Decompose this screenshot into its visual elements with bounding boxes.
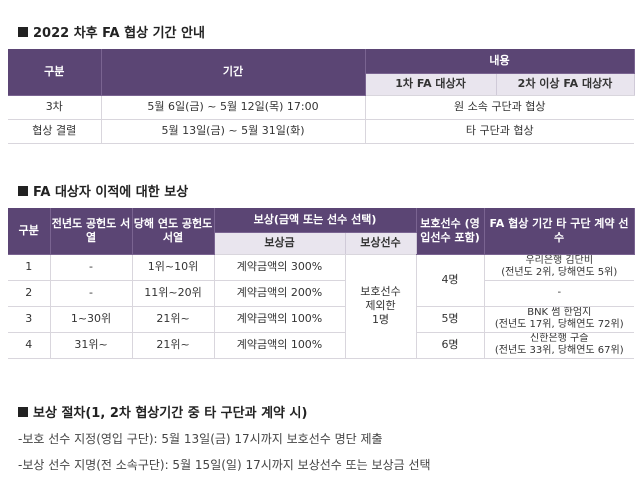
square-bullet-icon	[18, 406, 28, 417]
compensation-table: 구분 전년도 공헌도 서열 당해 연도 공헌도 서열 보상(금액 또는 선수 선…	[8, 208, 635, 359]
procedure-line: -보호 선수 지정(영입 구단): 5월 13일(금) 17시까지 보호선수 명…	[18, 432, 383, 446]
contract-detail: (전년도 2위, 당해연도 5위)	[501, 267, 618, 278]
contract-player: -	[557, 286, 562, 298]
header-comp-player: 보상선수	[345, 232, 417, 255]
header-category: 구분	[8, 49, 102, 96]
header-curr-rank: 당해 연도 공헌도 서열	[132, 208, 215, 255]
contract-detail: (전년도 17위, 당해연도 72위)	[494, 319, 624, 330]
row-prev-rank: 1~30위	[50, 306, 133, 333]
comp-player-line: 제외한	[365, 299, 396, 313]
header-period: 기간	[101, 49, 366, 96]
section-title-fa-period: 2022 차후 FA 협상 기간 안내	[18, 22, 205, 41]
protected-count: 5명	[416, 306, 485, 333]
table-row: 협상 결렬 5월 13일(금) ~ 5월 31일(화) 타 구단과 협상	[8, 119, 634, 144]
header-category: 구분	[8, 208, 51, 255]
row-category: 3	[8, 306, 51, 333]
row-comp-money: 계약금액의 300%	[214, 254, 346, 281]
header-prev-rank: 전년도 공헌도 서열	[50, 208, 133, 255]
row-category: 4	[8, 332, 51, 359]
section-title-compensation: FA 대상자 이적에 대한 보상	[18, 181, 188, 200]
square-bullet-icon	[18, 26, 28, 37]
table-row: 4 31위~ 21위~ 계약금액의 100% 6명 신한은행 구슬 (전년도 3…	[8, 332, 634, 359]
row-category: 협상 결렬	[8, 119, 102, 144]
row-prev-rank: 31위~	[50, 332, 133, 359]
header-first-fa: 1차 FA 대상자	[365, 73, 497, 96]
header-comp-money: 보상금	[214, 232, 346, 255]
table-row: 1 - 1위~10위 계약금액의 300% 보호선수 제외한 1명 4명 우리은…	[8, 254, 634, 359]
table-row: 3 1~30위 21위~ 계약금액의 100% 5명 BNK 썸 한엄지 (전년…	[8, 306, 634, 333]
row-comp-money: 계약금액의 100%	[214, 332, 346, 359]
row-category: 2	[8, 280, 51, 307]
row-period: 5월 6일(금) ~ 5월 12일(목) 17:00	[101, 95, 366, 120]
row-contract: 우리은행 김단비 (전년도 2위, 당해연도 5위)	[484, 254, 634, 281]
row-prev-rank: -	[50, 280, 133, 307]
header-contract: FA 협상 기간 타 구단 계약 선수	[484, 208, 635, 255]
header-compensation: 보상(금액 또는 선수 선택)	[214, 208, 417, 233]
contract-detail: (전년도 33위, 당해연도 67위)	[494, 345, 624, 356]
contract-player: BNK 썸 한엄지	[527, 306, 592, 318]
table-row: 2 - 11위~20위 계약금액의 200% -	[8, 280, 634, 307]
row-curr-rank: 11위~20위	[132, 280, 215, 307]
comp-player-line: 보호선수	[360, 285, 401, 299]
row-content: 타 구단과 협상	[365, 119, 634, 144]
fa-period-table: 구분 기간 내용 1차 FA 대상자 2차 이상 FA 대상자 3차 5월 6일…	[8, 49, 635, 144]
protected-count: 4명	[416, 254, 485, 307]
row-contract: BNK 썸 한엄지 (전년도 17위, 당해연도 72위)	[484, 306, 634, 333]
row-curr-rank: 1위~10위	[132, 254, 215, 281]
row-content: 원 소속 구단과 협상	[365, 95, 634, 120]
row-comp-money: 계약금액의 200%	[214, 280, 346, 307]
procedure-line: -보상 선수 지명(전 소속구단): 5월 15일(일) 17시까지 보상선수 …	[18, 458, 431, 472]
contract-player: 신한은행 구슬	[530, 332, 589, 344]
header-second-fa: 2차 이상 FA 대상자	[496, 73, 635, 96]
table-row: 3차 5월 6일(금) ~ 5월 12일(목) 17:00 원 소속 구단과 협…	[8, 95, 634, 120]
row-comp-money: 계약금액의 100%	[214, 306, 346, 333]
row-contract: 신한은행 구슬 (전년도 33위, 당해연도 67위)	[484, 332, 634, 359]
row-category: 1	[8, 254, 51, 281]
row-prev-rank: -	[50, 254, 133, 281]
section-title-text: FA 대상자 이적에 대한 보상	[33, 185, 189, 200]
contract-player: 우리은행 김단비	[525, 254, 594, 266]
header-protected: 보호선수 (영입선수 포함)	[416, 208, 485, 255]
header-content: 내용	[365, 49, 635, 74]
square-bullet-icon	[18, 185, 28, 196]
row-category: 3차	[8, 95, 102, 120]
section-title-procedure: 보상 절차(1, 2차 협상기간 중 타 구단과 계약 시)	[18, 402, 307, 421]
protected-count: 6명	[416, 332, 485, 359]
row-curr-rank: 21위~	[132, 306, 215, 333]
section-title-text: 2022 차후 FA 협상 기간 안내	[33, 26, 205, 41]
row-curr-rank: 21위~	[132, 332, 215, 359]
comp-player-cell: 보호선수 제외한 1명	[345, 254, 417, 359]
row-contract: -	[484, 280, 634, 307]
comp-player-line: 1명	[371, 312, 390, 326]
section-title-text: 보상 절차(1, 2차 협상기간 중 타 구단과 계약 시)	[33, 406, 308, 421]
row-period: 5월 13일(금) ~ 5월 31일(화)	[101, 119, 366, 144]
